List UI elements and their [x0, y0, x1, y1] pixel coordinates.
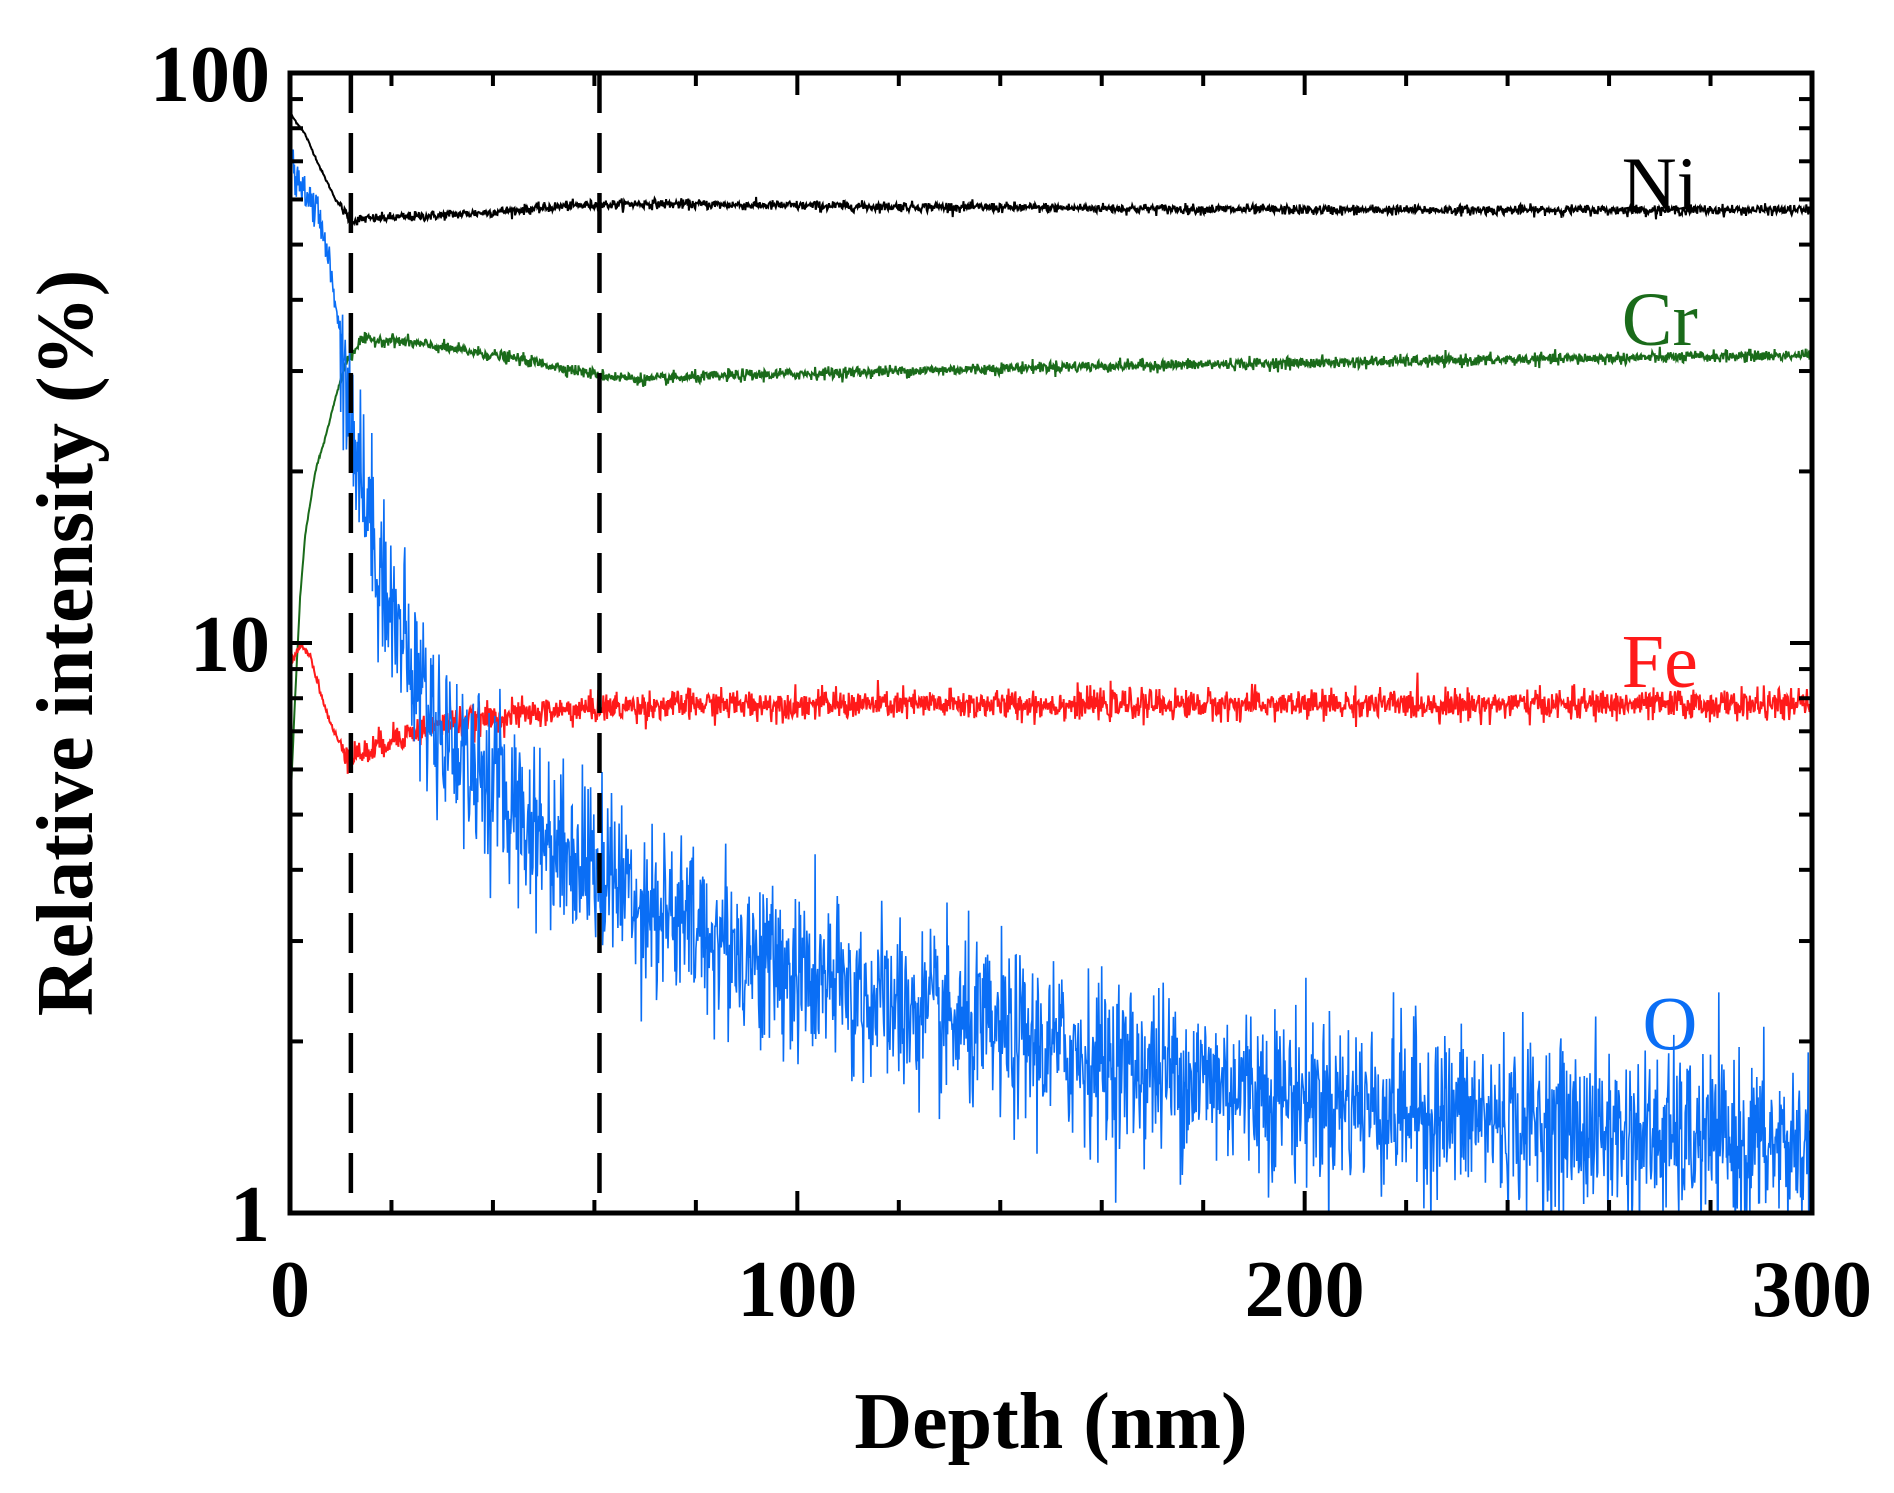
tick-labels: 0 100 200 300 1 10 100	[150, 31, 1872, 1334]
plot-series	[290, 112, 1812, 1213]
x-tick-label: 200	[1245, 1246, 1365, 1334]
series-label-fe: Fe	[1622, 620, 1698, 704]
series-line-fe	[290, 642, 1812, 774]
y-tick-label: 100	[150, 31, 270, 119]
series-line-cr	[290, 331, 1812, 816]
x-tick-label: 0	[270, 1246, 310, 1334]
axis-ticks	[288, 71, 1814, 1215]
series-labels: Ni Cr Fe O	[1622, 142, 1698, 1066]
x-tick-label: 100	[737, 1246, 857, 1334]
series-label-o: O	[1643, 983, 1698, 1067]
y-axis-title: Relative intensity (%)	[22, 270, 110, 1017]
y-tick-label: 1	[230, 1171, 270, 1259]
series-line-o	[290, 141, 1812, 1213]
x-axis-title: Depth (nm)	[854, 1378, 1247, 1466]
plot-frame	[287, 70, 1815, 1216]
series-label-ni: Ni	[1622, 142, 1698, 226]
series-label-cr: Cr	[1622, 278, 1698, 362]
y-tick-label: 10	[190, 601, 270, 689]
x-tick-label: 300	[1752, 1246, 1872, 1334]
series-line-ni	[290, 112, 1812, 227]
region-dividers	[348, 73, 602, 1213]
